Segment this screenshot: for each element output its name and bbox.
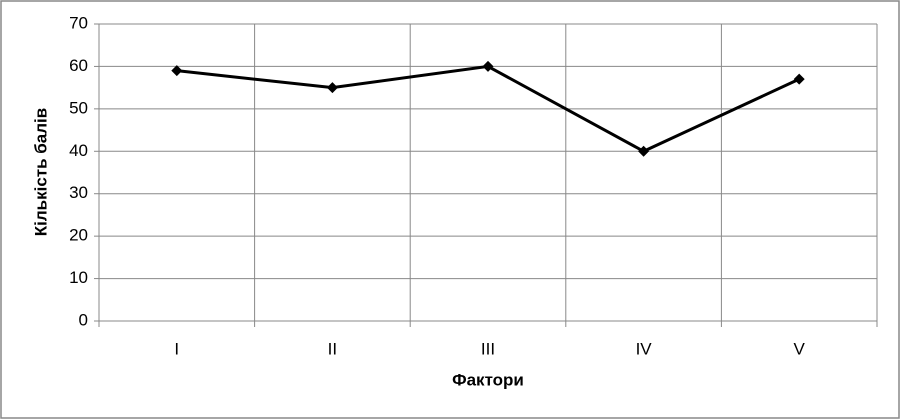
x-tick-label: II bbox=[328, 339, 337, 358]
y-tick-label: 30 bbox=[69, 183, 88, 202]
y-tick-label: 70 bbox=[69, 13, 88, 32]
point-marker bbox=[638, 145, 650, 157]
point-marker bbox=[171, 65, 183, 77]
y-tick-label: 50 bbox=[69, 98, 88, 117]
y-tick-label: 20 bbox=[69, 226, 88, 245]
x-tick-label: V bbox=[794, 339, 806, 358]
y-tick-label: 10 bbox=[69, 268, 88, 287]
x-axis-title: Фактори bbox=[452, 370, 524, 389]
y-tick-label: 40 bbox=[69, 141, 88, 160]
y-tick-label: 0 bbox=[79, 310, 88, 329]
x-tick-label: III bbox=[481, 339, 495, 358]
y-tick-label: 60 bbox=[69, 56, 88, 75]
x-tick-label: IV bbox=[636, 339, 653, 358]
y-axis-title: Кількість балів bbox=[31, 108, 50, 236]
x-tick-label: I bbox=[174, 339, 179, 358]
point-marker bbox=[326, 82, 338, 94]
point-marker bbox=[793, 73, 805, 85]
point-marker bbox=[482, 60, 494, 72]
